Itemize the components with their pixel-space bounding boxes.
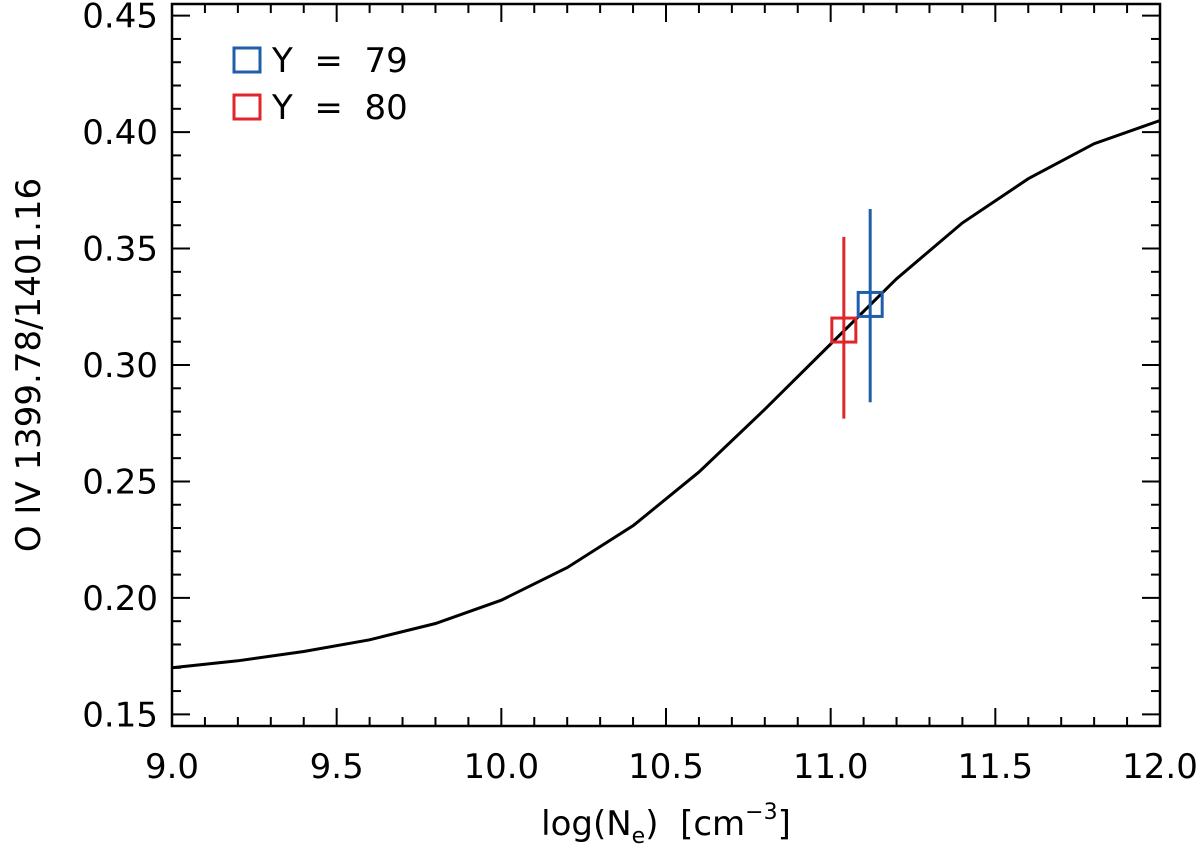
x-tick-label: 11.0 (793, 747, 869, 787)
y-axis-label: O IV 1399.78/1401.16 (9, 178, 49, 552)
y-tick-label: 0.30 (82, 346, 158, 386)
x-tick-labels: 9.0 9.5 10.0 10.5 11.0 11.5 12.0 (145, 747, 1198, 787)
legend-label: Y = 79 (271, 41, 408, 81)
x-tick-label: 10.0 (463, 747, 539, 787)
axis-ticks (171, 4, 1161, 726)
y-tick-label: 0.40 (82, 113, 158, 153)
data-point (830, 236, 858, 419)
x-tick-label: 12.0 (1122, 747, 1198, 787)
x-axis-label: log(Ne) [cm−3] (541, 800, 791, 847)
x-tick-label: 9.5 (310, 747, 364, 787)
x-axis-label-prefix: log(N (541, 804, 632, 844)
point-marker (830, 316, 858, 344)
legend: Y = 79 Y = 80 (232, 41, 408, 128)
y-tick-label: 0.45 (82, 0, 158, 37)
x-tick-label: 10.5 (628, 747, 704, 787)
y-tick-label: 0.20 (82, 579, 158, 619)
x-axis-label-superscript: −3 (745, 800, 777, 825)
y-tick-labels: 0.15 0.20 0.25 0.30 0.35 0.40 0.45 (82, 0, 158, 735)
y-tick-label: 0.35 (82, 230, 158, 270)
x-axis-label-suffix: ) [cm (645, 804, 745, 844)
legend-marker (232, 93, 262, 121)
x-axis-label-close: ] (778, 804, 791, 844)
legend-label: Y = 80 (271, 88, 408, 128)
ratio-curve (171, 119, 1161, 670)
data-point (856, 208, 884, 403)
x-tick-label: 11.5 (957, 747, 1033, 787)
y-tick-label: 0.15 (82, 695, 158, 735)
x-axis-label-subscript: e (632, 824, 646, 847)
point-marker (856, 290, 884, 318)
y-tick-label: 0.25 (82, 462, 158, 502)
data-points (830, 208, 884, 419)
legend-marker (232, 46, 262, 74)
x-tick-label: 9.0 (145, 747, 199, 787)
legend-entry: Y = 80 (232, 88, 408, 128)
legend-entry: Y = 79 (232, 41, 408, 81)
